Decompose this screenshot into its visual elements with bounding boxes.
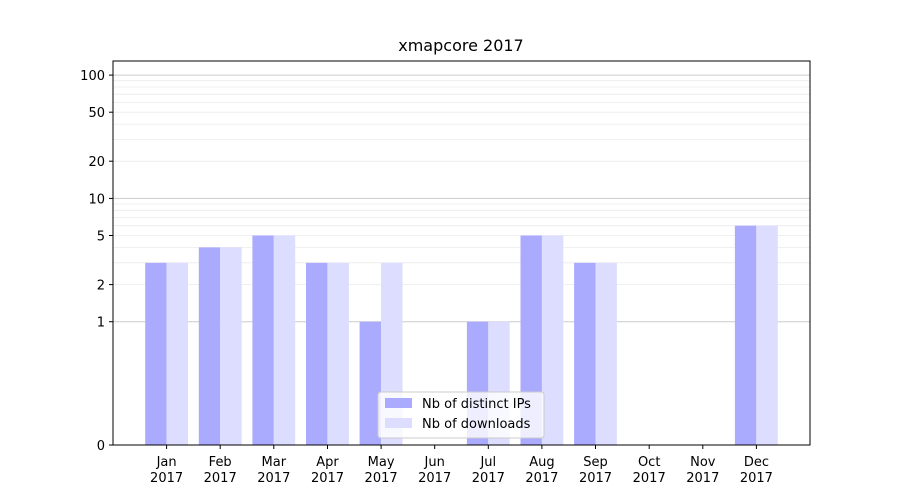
bar-distinct-ips [198,247,221,445]
bar-downloads [756,225,778,445]
legend-swatch [385,398,412,408]
bar-downloads [220,247,242,445]
y-tick-label: 2 [97,279,105,294]
bar-distinct-ips [734,225,757,445]
y-tick-label: 100 [80,69,105,84]
bar-distinct-ips [145,262,167,445]
y-tick-label: 5 [97,230,105,245]
plot-frame [112,60,811,446]
bar-distinct-ips [306,262,328,445]
x-tick-label: Oct 2017 [633,455,666,486]
bar-downloads [273,235,296,445]
chart-title: xmapcore 2017 [398,36,523,55]
x-tick-label: Feb 2017 [204,455,237,486]
x-tick-label: Sep 2017 [579,455,612,486]
x-tick-label: Apr 2017 [311,455,344,486]
legend: Nb of distinct IPs Nb of downloads [377,391,545,439]
bar-downloads [327,262,349,445]
axes-layer: 0 1 2 5 10 20 50 100 Jan 2017 Feb 2017 Mar 2017 Apr 201… [80,69,773,486]
bar-downloads [595,262,617,445]
grid-layer [113,74,810,323]
x-tick-label: Nov 2017 [686,455,719,486]
y-tick-label: 50 [88,106,105,121]
x-tick-label: Jul 2017 [472,455,505,486]
x-tick-label: Dec 2017 [740,455,773,486]
bars-layer [145,225,778,445]
bar-downloads [541,235,564,445]
y-tick-label: 1 [97,316,105,331]
x-tick-label: Aug 2017 [525,455,558,486]
bar-distinct-ips [252,235,274,445]
y-tick-label: 20 [88,155,105,170]
legend-label: Nb of distinct IPs [422,397,531,412]
x-tick-label: May 2017 [365,455,398,486]
bar-downloads [166,262,188,445]
legend-box [377,391,545,439]
y-tick-label: 10 [88,192,105,207]
bar-distinct-ips [359,321,381,445]
legend-swatch [385,418,412,428]
legend-label: Nb of downloads [422,417,531,432]
x-tick-label: Mar 2017 [257,455,290,486]
x-tick-label: Jun 2017 [418,455,451,486]
y-tick-label: 0 [97,439,105,454]
bar-distinct-ips [574,262,596,445]
x-tick-label: Jan 2017 [150,455,183,486]
